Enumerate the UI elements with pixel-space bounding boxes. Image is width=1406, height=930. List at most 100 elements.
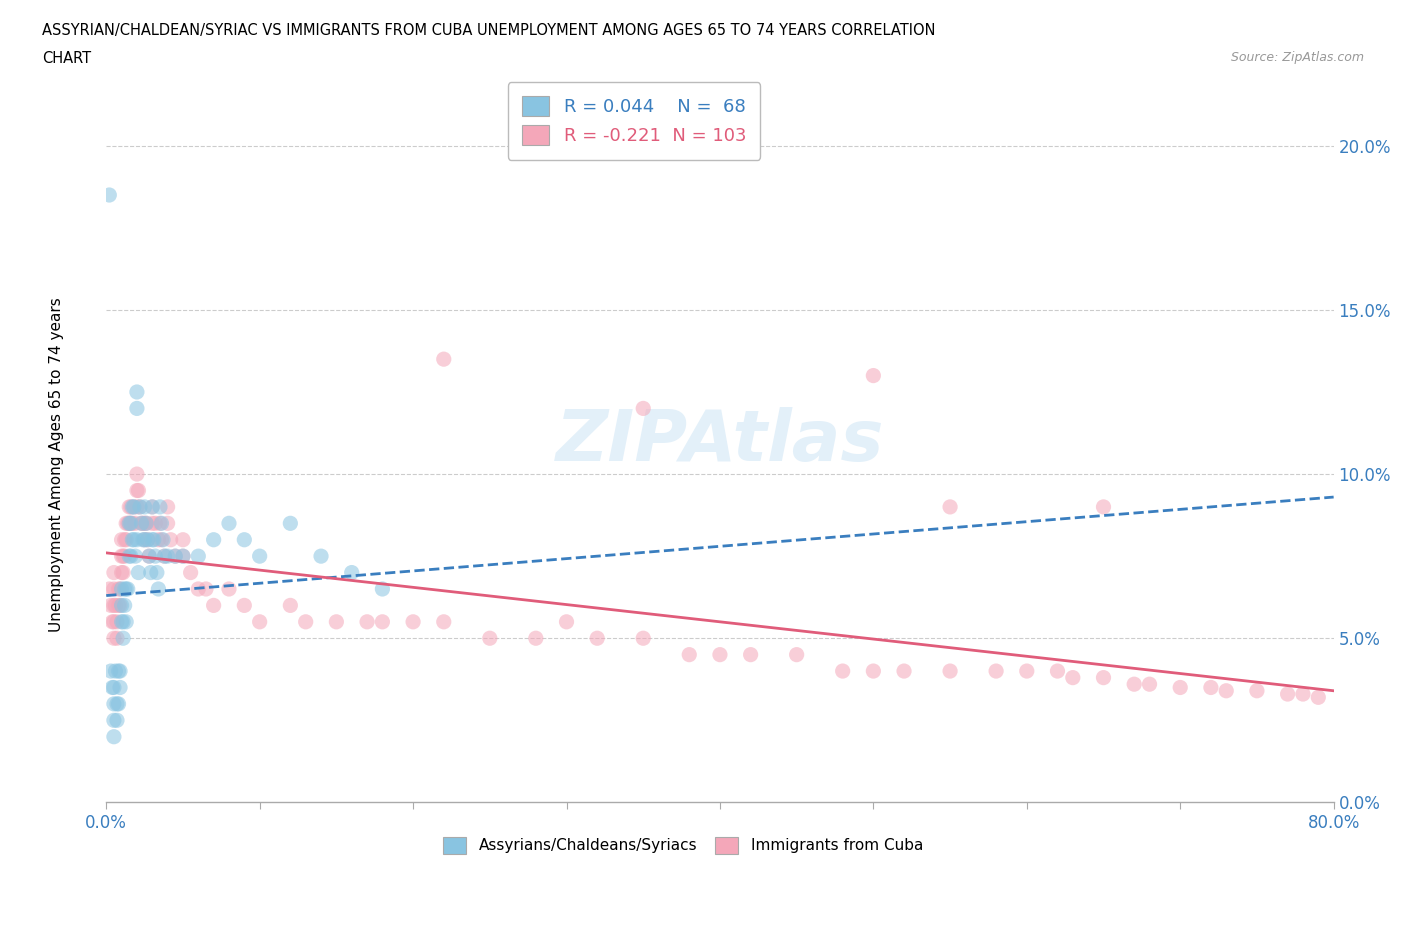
Point <box>134 516 156 531</box>
Point <box>1015 664 1038 679</box>
Point <box>132 532 155 547</box>
Point <box>143 516 166 531</box>
Point <box>135 516 157 531</box>
Point <box>280 598 302 613</box>
Point <box>340 565 363 580</box>
Point <box>1277 686 1299 701</box>
Point <box>194 581 217 596</box>
Point <box>103 598 125 613</box>
Point <box>740 647 762 662</box>
Point <box>125 483 148 498</box>
Point <box>115 516 138 531</box>
Point <box>134 499 156 514</box>
Point <box>433 615 456 630</box>
Point <box>709 647 731 662</box>
Point <box>152 532 174 547</box>
Point <box>110 565 132 580</box>
Point <box>125 532 148 547</box>
Point <box>114 532 136 547</box>
Point <box>218 581 240 596</box>
Point <box>939 499 962 514</box>
Point <box>1168 680 1191 695</box>
Point <box>108 680 131 695</box>
Point <box>1062 671 1084 685</box>
Point <box>172 532 194 547</box>
Point <box>1308 690 1330 705</box>
Point <box>524 631 547 645</box>
Point <box>125 385 148 400</box>
Point <box>107 664 129 679</box>
Point <box>121 532 143 547</box>
Point <box>115 615 138 630</box>
Point <box>134 532 156 547</box>
Point <box>117 581 139 596</box>
Point <box>120 499 142 514</box>
Point <box>1199 680 1222 695</box>
Point <box>356 615 378 630</box>
Point <box>98 188 121 203</box>
Point <box>104 664 127 679</box>
Point <box>103 713 125 728</box>
Point <box>153 549 176 564</box>
Point <box>135 516 157 531</box>
Point <box>218 516 240 531</box>
Point <box>103 631 125 645</box>
Text: ZIPAtlas: ZIPAtlas <box>555 406 884 476</box>
Point <box>309 549 332 564</box>
Point <box>122 532 145 547</box>
Point <box>233 598 256 613</box>
Point <box>110 581 132 596</box>
Point <box>862 664 884 679</box>
Point <box>105 631 128 645</box>
Point <box>172 549 194 564</box>
Point <box>202 598 225 613</box>
Point <box>110 598 132 613</box>
Point <box>101 615 124 630</box>
Point <box>233 532 256 547</box>
Point <box>172 549 194 564</box>
Point <box>120 549 142 564</box>
Point <box>112 615 135 630</box>
Point <box>146 565 169 580</box>
Point <box>107 581 129 596</box>
Point <box>110 549 132 564</box>
Point <box>100 664 122 679</box>
Point <box>371 615 394 630</box>
Point <box>1092 499 1115 514</box>
Point <box>402 615 425 630</box>
Point <box>115 581 138 596</box>
Point <box>156 499 179 514</box>
Point <box>98 581 121 596</box>
Point <box>105 713 128 728</box>
Point <box>131 516 153 531</box>
Point <box>129 499 152 514</box>
Point <box>148 581 170 596</box>
Point <box>129 499 152 514</box>
Point <box>134 532 156 547</box>
Legend: Assyrians/Chaldeans/Syriacs, Immigrants from Cuba: Assyrians/Chaldeans/Syriacs, Immigrants … <box>437 830 929 859</box>
Text: Source: ZipAtlas.com: Source: ZipAtlas.com <box>1230 51 1364 64</box>
Point <box>249 615 271 630</box>
Point <box>136 532 159 547</box>
Point <box>115 532 138 547</box>
Text: ASSYRIAN/CHALDEAN/SYRIAC VS IMMIGRANTS FROM CUBA UNEMPLOYMENT AMONG AGES 65 TO 7: ASSYRIAN/CHALDEAN/SYRIAC VS IMMIGRANTS F… <box>42 23 935 38</box>
Point <box>148 532 170 547</box>
Point <box>136 532 159 547</box>
Point <box>893 664 915 679</box>
Point <box>165 549 187 564</box>
Point <box>141 499 163 514</box>
Point <box>1215 684 1237 698</box>
Point <box>114 581 136 596</box>
Point <box>1046 664 1069 679</box>
Point <box>108 664 131 679</box>
Point <box>1123 677 1146 692</box>
Point <box>371 581 394 596</box>
Point <box>138 549 160 564</box>
Point <box>150 532 173 547</box>
Point <box>107 697 129 711</box>
Point <box>117 516 139 531</box>
Point <box>118 499 141 514</box>
Point <box>120 516 142 531</box>
Point <box>127 483 149 498</box>
Point <box>103 729 125 744</box>
